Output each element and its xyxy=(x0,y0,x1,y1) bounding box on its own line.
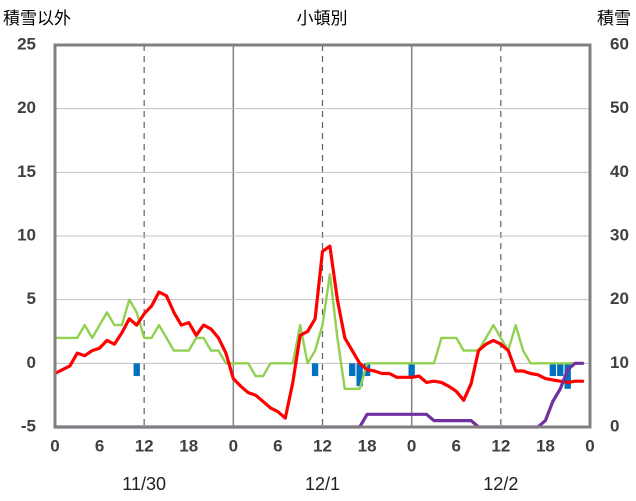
precip-bar xyxy=(133,363,140,377)
grid-lines xyxy=(55,45,590,427)
right-tick-label: 60 xyxy=(610,34,629,53)
date-label: 12/1 xyxy=(305,474,340,494)
right-tick-label: 10 xyxy=(610,353,629,372)
x-tick-label: 0 xyxy=(50,436,59,455)
right-tick-label: 0 xyxy=(610,416,619,435)
x-tick-label: 0 xyxy=(585,436,594,455)
temperature-line xyxy=(53,244,585,420)
x-tick-label: 18 xyxy=(536,436,555,455)
left-tick-label: -5 xyxy=(21,416,36,435)
right-tick-label: 30 xyxy=(610,225,629,244)
precip-bar xyxy=(564,363,571,389)
precip-bar xyxy=(356,363,363,387)
series-lines xyxy=(53,244,585,429)
left-tick-label: 15 xyxy=(17,162,36,181)
right-tick-label: 50 xyxy=(610,98,629,117)
x-tick-label: 18 xyxy=(179,436,198,455)
x-tick-label: 6 xyxy=(95,436,104,455)
date-label: 11/30 xyxy=(122,474,166,494)
date-labels: 11/30 12/1 12/2 xyxy=(122,474,518,494)
plot-frame xyxy=(53,43,592,429)
x-tick-label: 6 xyxy=(452,436,461,455)
precip-bar xyxy=(349,363,356,377)
precip-bar xyxy=(408,363,415,377)
chart-title: 小頓別 xyxy=(297,9,348,28)
x-tick-label: 0 xyxy=(229,436,238,455)
x-tick-label: 12 xyxy=(313,436,332,455)
x-tick-label: 12 xyxy=(135,436,154,455)
x-tick-labels: 0 6 12 18 0 6 12 18 0 6 12 18 0 xyxy=(50,436,594,455)
x-tick-label: 6 xyxy=(273,436,282,455)
left-tick-label: 25 xyxy=(17,34,36,53)
left-axis-label: 積雪以外 xyxy=(3,9,71,28)
right-tick-labels: 60 50 40 30 20 10 0 xyxy=(610,34,629,435)
left-tick-label: 20 xyxy=(17,98,36,117)
right-tick-label: 40 xyxy=(610,162,629,181)
x-tick-label: 12 xyxy=(491,436,510,455)
precip-bars xyxy=(133,363,571,389)
right-axis-label: 積雪 xyxy=(597,9,631,28)
left-tick-label: 10 xyxy=(17,225,36,244)
wind-line xyxy=(53,273,584,390)
left-tick-label: 5 xyxy=(27,289,36,308)
right-tick-label: 20 xyxy=(610,289,629,308)
precip-bar xyxy=(557,363,564,377)
date-label: 12/2 xyxy=(483,474,518,494)
precip-bar xyxy=(549,363,557,377)
left-tick-label: 0 xyxy=(27,353,36,372)
precip-bar xyxy=(311,363,319,377)
x-tick-label: 0 xyxy=(407,436,416,455)
left-tick-labels: 25 20 15 10 5 0 -5 xyxy=(17,34,36,435)
x-tick-label: 18 xyxy=(358,436,377,455)
